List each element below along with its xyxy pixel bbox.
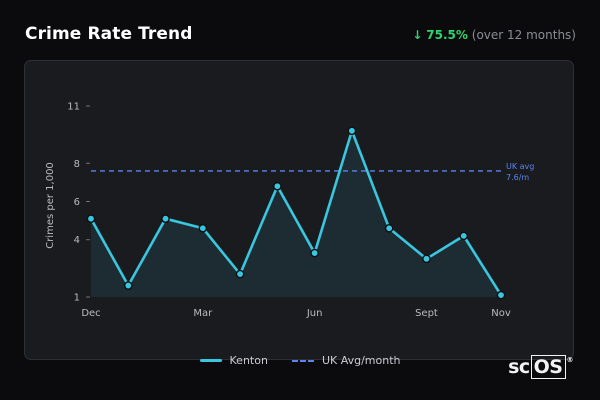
data-point-mar (198, 223, 208, 233)
change-period: (over 12 months) (471, 28, 576, 42)
x-tick-label: Dec (81, 308, 100, 319)
data-point-dec (86, 214, 96, 223)
x-tick-label: Nov (491, 308, 511, 319)
change-indicator: ↓ 75.5% (over 12 months) (412, 28, 576, 42)
data-point-jan (123, 281, 133, 290)
data-point-oct (459, 231, 469, 241)
chart-legend: Kenton UK Avg/month (0, 354, 600, 367)
down-arrow-icon: ↓ (412, 28, 423, 42)
legend-label-kenton: Kenton (229, 354, 268, 367)
reference-label-line1: UK avg (506, 162, 534, 171)
data-point-feb (161, 214, 170, 223)
y-tick-label: 1 (74, 293, 80, 304)
chart-card (24, 60, 574, 360)
x-tick-label: Jun (306, 308, 323, 319)
data-point-jul (347, 126, 357, 136)
series-line-kenton (89, 129, 503, 297)
change-percentage: 75.5% (426, 28, 468, 42)
data-point-sept (422, 254, 431, 264)
reference-label-line2: 7.6/m (506, 173, 529, 182)
y-tick-label: 11 (67, 102, 80, 113)
x-tick-label: Sept (415, 308, 438, 319)
y-axis-title: Crimes per 1,000 (45, 162, 56, 249)
y-tick-label: 8 (74, 159, 80, 170)
series-area-kenton (91, 130, 501, 297)
y-tick-label: 6 (74, 197, 80, 208)
legend-item-uk-avg[interactable]: UK Avg/month (291, 354, 401, 367)
data-point-aug (384, 223, 394, 233)
data-point-may (273, 181, 282, 191)
legend-label-uk-avg: UK Avg/month (321, 354, 401, 367)
y-tick-label: 4 (74, 235, 80, 246)
data-point-apr (235, 269, 245, 279)
legend-swatch-kenton (199, 359, 222, 362)
legend-swatch-uk-avg (291, 359, 314, 362)
legend-item-kenton[interactable]: Kenton (199, 354, 268, 367)
data-point-jun (310, 248, 319, 258)
data-point-nov (496, 290, 506, 300)
page-title: Crime Rate Trend (25, 24, 193, 44)
brand-logo: sc OS ® (508, 355, 573, 379)
x-tick-label: Mar (193, 308, 213, 319)
